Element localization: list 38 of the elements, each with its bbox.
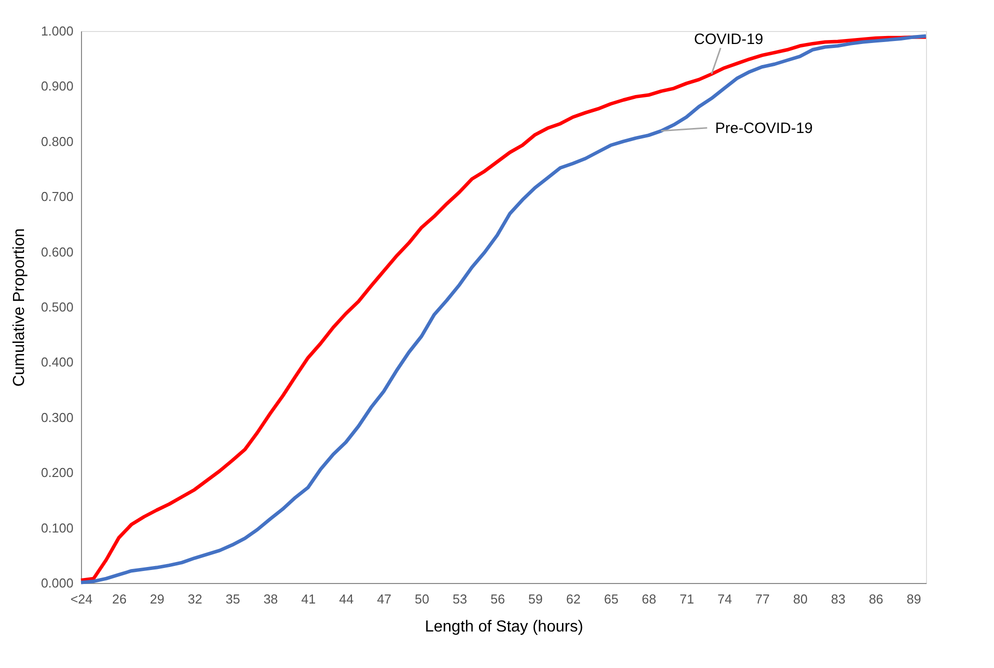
x-tick-label: 65 bbox=[604, 592, 618, 606]
x-tick-label: 89 bbox=[906, 592, 922, 606]
y-tick-label: 0.100 bbox=[40, 520, 74, 536]
series-label: COVID-19 bbox=[694, 31, 764, 48]
x-tick-label: 56 bbox=[490, 592, 505, 606]
series-label: Pre-COVID-19 bbox=[715, 120, 813, 137]
x-tick-label: 41 bbox=[301, 592, 316, 606]
x-tick-label: 80 bbox=[793, 592, 808, 606]
y-tick-label: 0.000 bbox=[40, 576, 74, 590]
x-tick-label: 26 bbox=[112, 592, 127, 606]
x-tick-label: 71 bbox=[680, 592, 694, 606]
x-tick-label: 62 bbox=[566, 592, 581, 606]
y-tick-label: 0.600 bbox=[40, 244, 74, 260]
y-tick-label: 0.300 bbox=[40, 410, 74, 425]
x-tick-label: 59 bbox=[528, 592, 543, 606]
y-tick-label: 0.700 bbox=[40, 189, 74, 204]
x-tick-label: <24 bbox=[70, 592, 93, 606]
x-tick-label: 38 bbox=[263, 592, 278, 606]
x-tick-label: 29 bbox=[150, 592, 164, 606]
x-tick-label: 83 bbox=[830, 592, 846, 606]
y-tick-label: 0.400 bbox=[40, 354, 74, 370]
x-tick-label: 50 bbox=[414, 592, 430, 606]
x-tick-label: 77 bbox=[755, 592, 770, 606]
x-tick-label: 74 bbox=[717, 592, 732, 606]
y-tick-label: 0.900 bbox=[40, 78, 74, 94]
y-tick-label: 0.800 bbox=[40, 134, 74, 149]
x-tick-label: 44 bbox=[339, 592, 354, 606]
x-tick-label: 53 bbox=[452, 592, 468, 606]
x-tick-label: 47 bbox=[376, 592, 392, 606]
y-tick-label: 0.500 bbox=[40, 300, 74, 314]
y-tick-label: 0.200 bbox=[40, 465, 74, 480]
y-tick-label: 1.000 bbox=[40, 24, 74, 38]
x-tick-label: 68 bbox=[642, 592, 656, 606]
x-tick-label: 35 bbox=[226, 592, 240, 606]
x-tick-label: 86 bbox=[868, 592, 884, 606]
x-tick-label: 32 bbox=[188, 592, 202, 606]
y-axis-title: Cumulative Proportion bbox=[10, 228, 28, 387]
x-axis-title: Length of Stay (hours) bbox=[424, 618, 584, 636]
